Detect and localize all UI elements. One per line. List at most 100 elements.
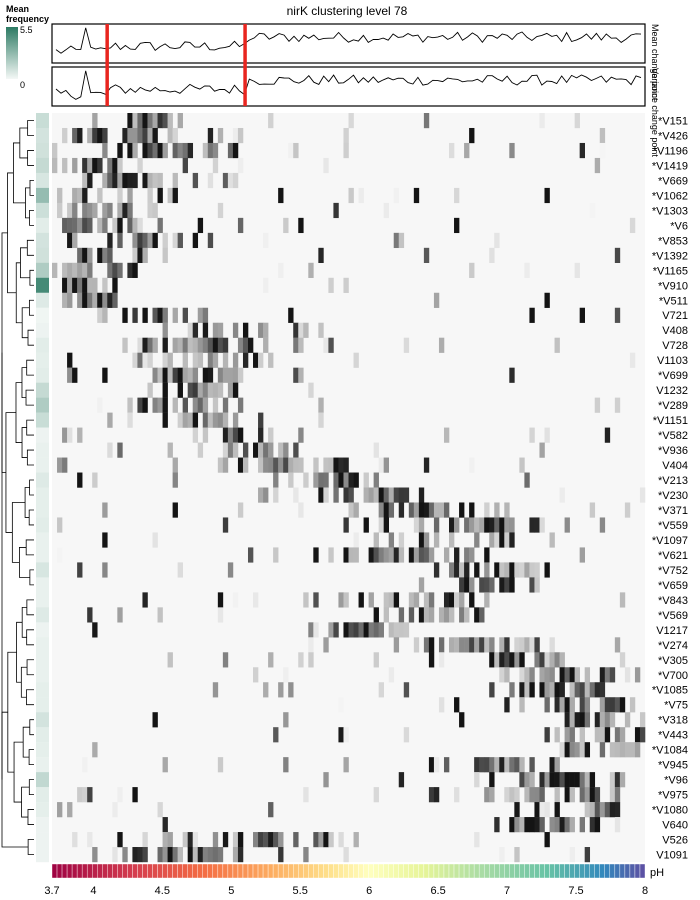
heatmap-cell bbox=[87, 202, 93, 219]
heatmap-cell bbox=[418, 547, 425, 563]
heatmap-cell bbox=[373, 472, 379, 488]
heatmap-cell bbox=[162, 232, 168, 249]
row-label: *V1085 bbox=[652, 685, 688, 697]
heatmap-cell bbox=[77, 292, 83, 308]
heatmap-cell bbox=[97, 307, 103, 323]
heatmap-cell bbox=[378, 517, 384, 533]
heatmap-cell bbox=[67, 367, 73, 383]
heatmap-cell bbox=[313, 832, 319, 848]
heatmap-cell bbox=[584, 667, 591, 683]
heatmap-cell bbox=[363, 517, 369, 533]
heatmap-cell bbox=[403, 487, 410, 503]
heatmap-cell bbox=[604, 427, 611, 443]
heatmap-cell bbox=[388, 667, 395, 683]
heatmap-cell bbox=[268, 832, 274, 848]
colorbar-segment bbox=[473, 863, 480, 879]
dendrogram-branch bbox=[27, 150, 34, 166]
heatmap-cell bbox=[539, 442, 545, 458]
heatmap-cell bbox=[449, 517, 455, 533]
dendrogram-branch bbox=[25, 389, 34, 406]
heatmap-cell bbox=[484, 547, 490, 563]
colorbar-segment bbox=[318, 863, 324, 879]
colorbar-segment bbox=[293, 863, 299, 879]
heatmap-cell bbox=[423, 532, 430, 548]
heatmap-cell bbox=[112, 847, 118, 863]
heatmap-cell bbox=[559, 682, 565, 698]
heatmap-cell bbox=[192, 397, 199, 413]
heatmap-cell bbox=[137, 847, 143, 863]
heatmap-cell bbox=[172, 127, 178, 144]
heatmap-cell bbox=[529, 682, 535, 698]
heatmap-cell bbox=[253, 352, 259, 368]
heatmap-cell bbox=[132, 217, 138, 234]
heatmap-cell bbox=[92, 202, 98, 219]
heatmap-cell bbox=[137, 232, 143, 249]
heatmap-cell bbox=[87, 157, 93, 174]
heatmap-cell bbox=[559, 697, 565, 713]
heatmap-cell bbox=[82, 292, 88, 308]
heatmap-cell bbox=[474, 562, 480, 578]
heatmap-cell bbox=[263, 487, 269, 503]
heatmap-cell bbox=[167, 113, 173, 129]
heatmap-cell bbox=[428, 757, 435, 773]
heatmap-cell bbox=[609, 712, 616, 728]
heatmap-cell bbox=[353, 622, 359, 638]
heatmap-cell bbox=[378, 457, 384, 473]
heatmap-cell bbox=[368, 547, 374, 563]
heatmap-cell bbox=[574, 772, 580, 788]
heatmap-cell bbox=[182, 307, 188, 323]
heatmap-cell bbox=[232, 832, 239, 848]
colorbar-segment bbox=[197, 863, 203, 879]
heatmap-cell bbox=[584, 742, 591, 758]
heatmap-cell bbox=[132, 847, 138, 863]
heatmap-cell bbox=[474, 607, 480, 623]
heatmap-cell bbox=[408, 547, 415, 563]
mean-frequency-cell bbox=[36, 457, 49, 473]
colorbar-segment bbox=[363, 863, 369, 879]
heatmap-cell bbox=[202, 397, 209, 413]
mean-frequency-cell bbox=[36, 337, 49, 353]
heatmap-cell bbox=[247, 547, 254, 563]
heatmap-cell bbox=[514, 652, 520, 668]
heatmap-cell bbox=[172, 472, 178, 488]
heatmap-cell bbox=[167, 127, 173, 144]
heatmap-cell bbox=[333, 472, 339, 488]
heatmap-cell bbox=[579, 697, 585, 713]
colorbar-segment bbox=[408, 863, 415, 879]
heatmap-cell bbox=[388, 487, 395, 503]
heatmap-cell bbox=[303, 592, 309, 608]
colorbar-segment bbox=[76, 863, 83, 879]
heatmap-cell bbox=[529, 667, 535, 683]
heatmap-cell bbox=[293, 442, 299, 458]
heatmap-cell bbox=[469, 127, 475, 144]
heatmap-cell bbox=[584, 697, 591, 713]
heatmap-cell bbox=[212, 682, 219, 698]
heatmap-cell bbox=[298, 322, 304, 338]
heatmap-cell bbox=[408, 502, 415, 518]
row-label: *V1419 bbox=[652, 160, 688, 172]
heatmap-cell bbox=[388, 622, 395, 638]
heatmap-cell bbox=[122, 172, 128, 189]
heatmap-cell bbox=[102, 247, 108, 263]
heatmap-cell bbox=[232, 322, 239, 338]
colorbar-segment bbox=[423, 863, 430, 879]
heatmap-cell bbox=[323, 772, 329, 788]
dendrogram-branch bbox=[29, 269, 34, 286]
heatmap-cell bbox=[474, 772, 480, 788]
mean-frequency-cell bbox=[36, 382, 49, 398]
heatmap-cell bbox=[298, 652, 304, 668]
heatmap-cell bbox=[333, 487, 339, 503]
heatmap-cell bbox=[383, 487, 390, 503]
heatmap-cell bbox=[423, 547, 430, 563]
heatmap-cell bbox=[599, 697, 606, 713]
heatmap-cell bbox=[142, 847, 148, 863]
heatmap-cell bbox=[318, 487, 324, 503]
dendrogram-branch bbox=[26, 419, 34, 436]
heatmap-cell bbox=[258, 442, 264, 458]
heatmap-cell bbox=[443, 592, 450, 608]
heatmap-cell bbox=[147, 232, 153, 249]
heatmap-cell bbox=[237, 832, 244, 848]
heatmap-cell bbox=[232, 427, 239, 443]
heatmap-cell bbox=[283, 457, 289, 473]
heatmap-cell bbox=[57, 202, 63, 219]
